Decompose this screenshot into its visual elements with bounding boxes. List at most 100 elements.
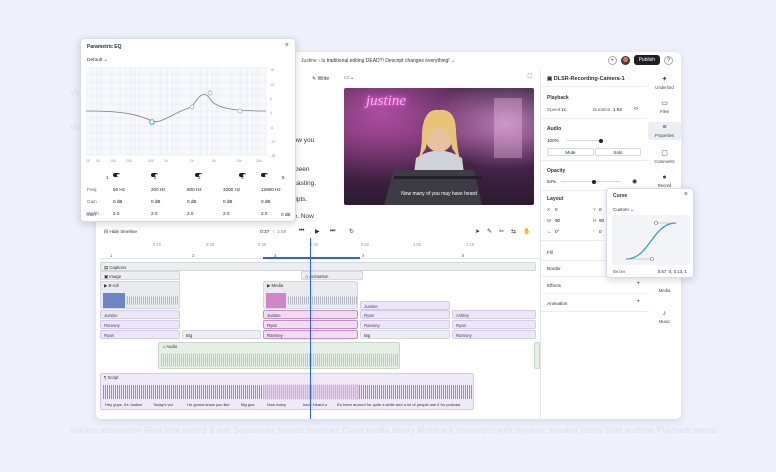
band-3-toggle[interactable] (195, 173, 202, 177)
speaker-clip[interactable]: Justine (360, 301, 450, 310)
captions-track[interactable]: ▤ Captions (100, 262, 536, 271)
scene-number[interactable]: 5 (462, 253, 465, 258)
add-effect-icon[interactable]: + (636, 281, 640, 287)
script-word[interactable]: Big gos (241, 402, 255, 407)
speaker-clip[interactable]: Big (182, 330, 261, 339)
chevron-down-icon[interactable]: ⌄ (451, 58, 456, 64)
composition-title[interactable]: Is traditional editing DEAD?! Descript c… (321, 58, 450, 64)
scene-number[interactable]: 3 (274, 253, 277, 258)
bezier-curve[interactable] (612, 215, 690, 265)
fullscreen-icon[interactable]: ⛶ (527, 74, 532, 80)
rail-music[interactable]: ♪ Music (648, 310, 681, 324)
volume-handle[interactable] (599, 138, 603, 143)
script-word[interactable]: Now many (267, 402, 286, 407)
close-icon[interactable]: × (284, 42, 289, 49)
duration-value[interactable]: 1:52 (613, 107, 622, 112)
playhead[interactable] (310, 238, 311, 419)
band-width[interactable]: 2.0 (187, 211, 194, 216)
band-5-toggle[interactable] (261, 173, 268, 177)
eye-icon[interactable]: ◉ (632, 179, 638, 185)
rail-media[interactable]: Media (648, 288, 681, 293)
border-heading[interactable]: Border (547, 266, 561, 271)
opacity-handle[interactable] (592, 179, 596, 184)
rail-underlord[interactable]: ✦ Underlord (648, 76, 681, 90)
bezier-value[interactable]: 0.67, 0, 0.13, 1 (657, 269, 687, 274)
band-freq[interactable]: 3200 Hz (223, 187, 241, 192)
play-icon[interactable]: ▶ (315, 229, 320, 235)
animation-clip[interactable]: ◇ Animation (301, 271, 363, 280)
speaker-clip[interactable]: Ashley (452, 310, 536, 319)
opacity-slider[interactable] (561, 179, 621, 184)
band-gain[interactable]: 0 dB (223, 199, 233, 204)
opacity-value[interactable]: 54% (547, 179, 557, 184)
speaker-clip[interactable]: Ryan (452, 320, 536, 329)
band-freq[interactable]: 800 Hz (187, 187, 202, 192)
volume-value[interactable]: 100% (547, 138, 559, 143)
script-word[interactable]: Today's vid (153, 402, 173, 407)
close-icon[interactable]: × (683, 191, 688, 198)
band-width[interactable]: 2.0 (113, 211, 120, 216)
rotation-value[interactable]: 0° (555, 229, 560, 234)
volume-slider[interactable] (567, 138, 603, 143)
blade-tool-icon[interactable]: ✂ (499, 229, 505, 235)
band-gain[interactable]: 0 dB (261, 199, 271, 204)
script-line[interactable]: how you (290, 137, 315, 144)
avatar[interactable] (620, 55, 630, 65)
band-width[interactable]: 2.0 (151, 211, 158, 216)
speaker-clip[interactable]: Justine (100, 310, 180, 319)
x-value[interactable]: 0 (555, 207, 558, 212)
script-word[interactable]: have Heard o (303, 402, 328, 407)
link-tool-icon[interactable]: ⇆ (511, 229, 517, 235)
scene-number[interactable]: 1 (110, 253, 113, 258)
select-tool-icon[interactable]: ➤ (475, 229, 481, 235)
script-word[interactable]: I'm gonna show you like (187, 402, 230, 407)
scene-number[interactable]: 4 (362, 253, 365, 258)
rail-comments[interactable]: ▢ Comments (648, 150, 681, 164)
animation-heading[interactable]: Animation (547, 301, 568, 306)
b-roll-clip[interactable]: ▶ B-roll (100, 281, 180, 309)
audio-clip[interactable] (534, 342, 540, 369)
rail-files[interactable]: ▭ Files (648, 100, 681, 114)
speaker-clip[interactable]: Ramsey (452, 330, 536, 339)
rail-record[interactable]: ● Record (648, 174, 681, 188)
effects-heading[interactable]: Effects (547, 283, 561, 288)
hide-timeline-button[interactable]: ⊟ Hide timeline (104, 230, 137, 235)
band-freq[interactable]: 12800 Hz (261, 187, 281, 192)
speaker-clip[interactable]: Big (360, 330, 450, 339)
scene-number[interactable]: 2 (192, 253, 195, 258)
band-gain[interactable]: 0 dB (151, 199, 161, 204)
eq-preset-select[interactable]: Default ⌄ (87, 58, 108, 63)
band-gain[interactable]: 0 dB (187, 199, 197, 204)
speaker-clip[interactable]: Ramsey (360, 320, 450, 329)
project-name[interactable]: Justine (301, 58, 317, 64)
expand-icon[interactable]: ‹› (634, 106, 638, 112)
band-gain[interactable]: 0 dB (113, 199, 123, 204)
script-word[interactable]: It's been around for quite a while and a… (337, 402, 461, 407)
rail-properties[interactable]: ≡ Properties (648, 122, 681, 140)
help-icon[interactable]: ? (664, 55, 673, 65)
video-preview[interactable]: justine Now many of you may have heard (344, 88, 534, 205)
speaker-clip[interactable]: Ryan (100, 330, 180, 339)
script-line[interactable]: de. Now (290, 213, 314, 220)
band-freq[interactable]: 200 Hz (151, 187, 166, 192)
y-value[interactable]: 0 (599, 207, 602, 212)
layout-icon[interactable]: ▭⌄ (344, 75, 355, 81)
radius-value[interactable]: 0 (599, 229, 602, 234)
curve-preset-select[interactable]: Custom ⌄ (613, 207, 634, 213)
band-1-toggle[interactable] (113, 173, 120, 177)
speaker-clip[interactable]: Ryan (360, 310, 450, 319)
eq-graph[interactable]: 18 12 6 0 -6 -12 -18 20 50 100 200 500 1… (86, 67, 286, 187)
hand-tool-icon[interactable]: ✋ (523, 229, 531, 235)
script-word[interactable]: Hey guys, it's Justine (105, 402, 143, 407)
band-2-toggle[interactable] (151, 173, 158, 177)
fill-heading[interactable]: Fill (547, 250, 553, 255)
script-line[interactable]: dcasting. (290, 180, 317, 187)
timeline-ruler[interactable]: 0:10 0:20 0:30 0:40 0:50 1:00 1:10 (96, 240, 540, 250)
write-button[interactable]: ✎ Write (312, 76, 329, 82)
layer-name[interactable]: DLSR-Recording-Camera-1 (553, 76, 625, 82)
script-track[interactable]: ¶ Script Hey guys, it's Justine Today's … (100, 373, 474, 410)
band-freq[interactable]: 50 Hz (113, 187, 126, 192)
band-width[interactable]: 2.0 (261, 211, 268, 216)
solo-button[interactable]: Solo (595, 148, 641, 156)
breadcrumb[interactable]: Justine › Is traditional editing DEAD?! … (301, 58, 455, 64)
